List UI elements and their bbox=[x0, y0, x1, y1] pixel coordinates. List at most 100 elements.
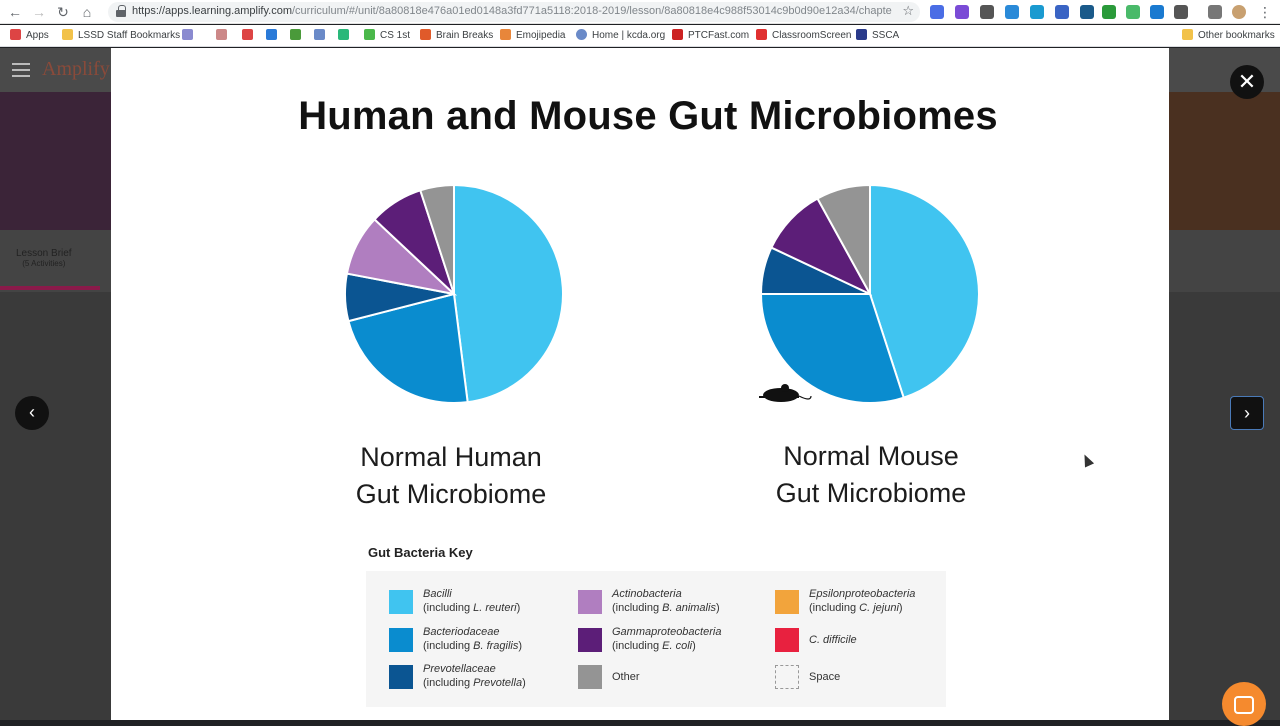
legend-detail: (including bbox=[423, 640, 474, 652]
lock-icon bbox=[116, 5, 126, 17]
site-icon bbox=[242, 29, 253, 40]
legend-detail: ) bbox=[715, 602, 720, 614]
browser-toolbar: ← → ↻ ⌂ https://apps.learning.amplify.co… bbox=[0, 0, 1280, 24]
legend-swatch bbox=[775, 628, 799, 652]
extension-icon[interactable] bbox=[1030, 5, 1044, 19]
bookmark-icon-only[interactable] bbox=[266, 29, 282, 43]
legend-detail: ) bbox=[898, 602, 903, 614]
menu-icon[interactable] bbox=[12, 63, 30, 77]
legend-text: Gammaproteobacteria (including E. coli) bbox=[612, 625, 721, 653]
extension-icon[interactable] bbox=[955, 5, 969, 19]
bookmark-ptcfast[interactable]: PTCFast.com bbox=[672, 29, 749, 43]
legend-text: Prevotellaceae (including Prevotella) bbox=[423, 662, 526, 690]
legend-text: Epsilonproteobacteria (including C. jejun… bbox=[809, 587, 915, 615]
human-pie-chart bbox=[344, 183, 564, 404]
bookmark-icon-only[interactable] bbox=[242, 29, 258, 43]
bookmark-emojipedia[interactable]: Emojipedia bbox=[500, 29, 565, 43]
cast-icon[interactable] bbox=[1208, 5, 1222, 19]
pie-slice-other bbox=[419, 183, 455, 295]
bookmark-apps[interactable]: Apps bbox=[10, 29, 49, 43]
human-chart-label: Normal Human Gut Microbiome bbox=[291, 439, 611, 513]
legend-text: Space bbox=[809, 670, 840, 684]
site-icon bbox=[314, 29, 325, 40]
lesson-brief-count: (5 Activities) bbox=[22, 259, 66, 268]
home-icon[interactable]: ⌂ bbox=[82, 4, 92, 20]
bookmark-icon-only[interactable] bbox=[216, 29, 232, 43]
bookmark-icon-only[interactable] bbox=[290, 29, 306, 43]
reload-icon[interactable]: ↻ bbox=[57, 4, 69, 20]
legend-swatch bbox=[578, 628, 602, 652]
bookmark-cs1st[interactable]: CS 1st bbox=[364, 29, 410, 43]
legend-swatch bbox=[775, 665, 799, 689]
bookmark-label: ClassroomScreen bbox=[772, 30, 852, 41]
key-title: Gut Bacteria Key bbox=[368, 545, 473, 560]
pie-slice-bacilli bbox=[453, 183, 564, 404]
extension-icon[interactable] bbox=[1080, 5, 1094, 19]
forward-icon[interactable]: → bbox=[32, 4, 46, 20]
chat-icon bbox=[1234, 696, 1254, 714]
legend-swatch bbox=[389, 590, 413, 614]
bookmark-label: LSSD Staff Bookmarks bbox=[78, 30, 181, 41]
bookmark-label: Apps bbox=[26, 30, 49, 41]
legend-text: C. difficile bbox=[809, 633, 857, 647]
previous-slide-button[interactable]: ‹ bbox=[15, 396, 49, 430]
legend-swatch bbox=[389, 628, 413, 652]
site-icon bbox=[364, 29, 375, 40]
bookmark-other[interactable]: Other bookmarks bbox=[1182, 29, 1275, 43]
url-path: /curriculum/#/unit/8a80818e476a01ed0148a… bbox=[291, 5, 892, 17]
address-bar[interactable]: https://apps.learning.amplify.com/curric… bbox=[108, 2, 920, 22]
legend-text: Other bbox=[612, 670, 640, 684]
bookmark-classroomscreen[interactable]: ClassroomScreen bbox=[756, 29, 851, 43]
apps-grid-icon bbox=[10, 29, 21, 40]
hero-image bbox=[0, 92, 112, 230]
bookmark-ssca[interactable]: SSCA bbox=[856, 29, 899, 43]
pie-slice-bacteriodaceae bbox=[347, 292, 469, 404]
legend-swatch bbox=[578, 665, 602, 689]
bookmark-kcda[interactable]: Home | kcda.org bbox=[576, 29, 665, 43]
legend-species: B. fragilis bbox=[473, 640, 519, 652]
legend-name: Epsilonproteobacteria bbox=[809, 588, 916, 600]
page-panel bbox=[1168, 230, 1280, 292]
next-slide-button[interactable]: › bbox=[1230, 396, 1264, 430]
site-icon bbox=[576, 29, 587, 40]
back-icon[interactable]: ← bbox=[8, 4, 22, 20]
profile-avatar[interactable] bbox=[1232, 5, 1246, 19]
bookmark-icon-only[interactable] bbox=[182, 29, 198, 43]
legend-species: E. coli bbox=[662, 640, 693, 652]
legend-name: Other bbox=[612, 671, 640, 683]
chart-label-line: Normal Human bbox=[360, 442, 542, 472]
legend-text: Bacilli (including L. reuteri) bbox=[423, 587, 520, 615]
lesson-brief-tab[interactable]: Lesson Brief (5 Activities) bbox=[0, 230, 112, 292]
extension-icon[interactable] bbox=[1150, 5, 1164, 19]
mouse-icon bbox=[759, 384, 812, 402]
pie-slice-bacteriodaceae bbox=[759, 293, 905, 404]
close-button[interactable]: ✕ bbox=[1230, 65, 1264, 99]
bookmark-label: Brain Breaks bbox=[436, 30, 494, 41]
bookmark-brain-breaks[interactable]: Brain Breaks bbox=[420, 29, 493, 43]
legend-species: L. reuteri bbox=[473, 602, 517, 614]
extension-icon[interactable] bbox=[1126, 5, 1140, 19]
legend-species: B. animalis bbox=[662, 602, 716, 614]
legend-swatch bbox=[578, 590, 602, 614]
extension-icon[interactable] bbox=[930, 5, 944, 19]
extension-icon[interactable] bbox=[1102, 5, 1116, 19]
legend-name: Bacilli bbox=[423, 588, 452, 600]
extension-icon[interactable] bbox=[1005, 5, 1019, 19]
url-host: https://apps.learning.amplify.com bbox=[132, 5, 292, 17]
bookmark-icon-only[interactable] bbox=[314, 29, 330, 43]
chart-label-line: Normal Mouse bbox=[783, 441, 959, 471]
legend-text: Bacteriodaceae (including B. fragilis) bbox=[423, 625, 522, 653]
bookmarks-bar: Apps LSSD Staff Bookmarks CS 1st Brain B… bbox=[0, 25, 1280, 47]
extension-icon[interactable] bbox=[1055, 5, 1069, 19]
pie-slice-bacilli bbox=[869, 183, 980, 399]
bookmark-icon-only[interactable] bbox=[338, 29, 354, 43]
extension-icon[interactable] bbox=[1174, 5, 1188, 19]
extension-icon[interactable] bbox=[980, 5, 994, 19]
bookmark-folder[interactable]: LSSD Staff Bookmarks bbox=[62, 29, 180, 43]
site-icon bbox=[500, 29, 511, 40]
progress-bar bbox=[0, 286, 100, 290]
lesson-brief-title: Lesson Brief bbox=[16, 248, 72, 259]
menu-kebab-icon[interactable]: ⋮ bbox=[1258, 4, 1272, 20]
bookmark-star-icon[interactable]: ☆ bbox=[902, 3, 914, 18]
chat-button[interactable] bbox=[1222, 682, 1266, 726]
